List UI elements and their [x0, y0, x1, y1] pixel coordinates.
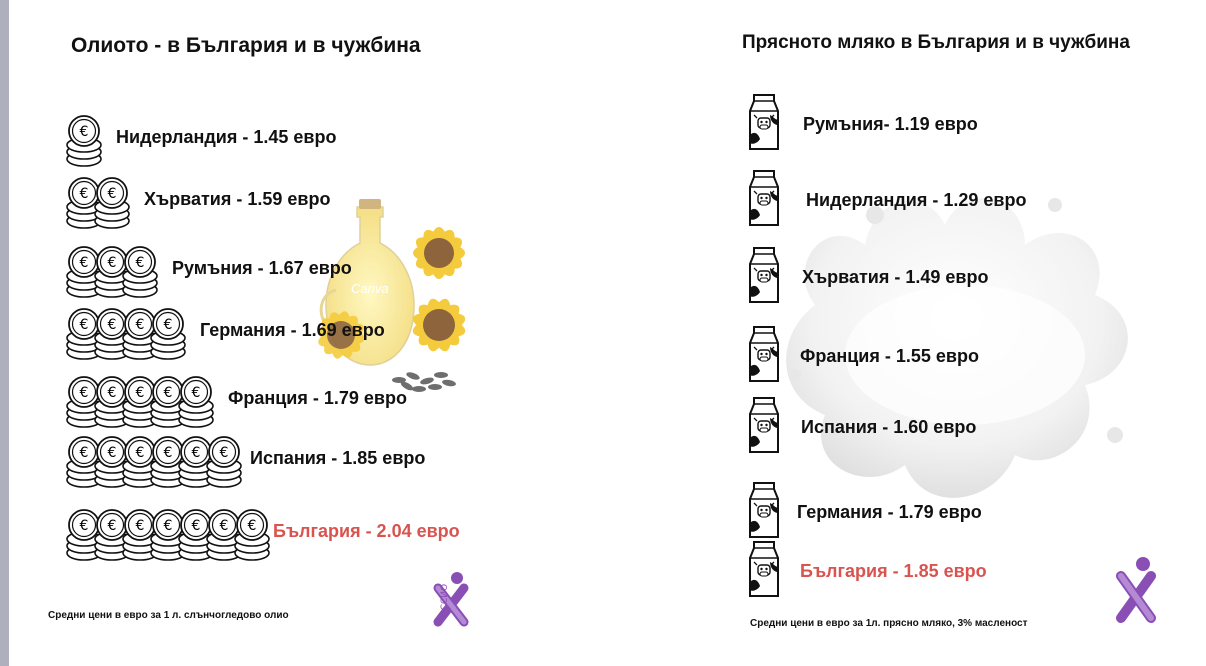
milk-carton-icon	[749, 482, 779, 538]
oil-data-label: Испания - 1.85 евро	[250, 448, 426, 468]
svg-text:€: €	[108, 255, 117, 271]
svg-text:€: €	[192, 518, 201, 534]
euro-coin-icon: €	[94, 376, 130, 428]
svg-text:€: €	[80, 385, 89, 401]
euro-coin-icon: €	[66, 376, 102, 428]
svg-text:€: €	[108, 317, 117, 333]
oil-data-label: Хърватия - 1.59 евро	[144, 189, 331, 209]
milk-data-label: Румъния- 1.19 евро	[803, 114, 978, 134]
svg-text:€: €	[164, 385, 173, 401]
euro-coin-icon: €	[122, 436, 158, 488]
euro-coin-icon: €	[94, 436, 130, 488]
coin-stack-bar: € € €	[66, 246, 158, 298]
coin-stack-bar: € € € € € € €	[66, 509, 270, 561]
euro-coin-icon: €	[122, 308, 158, 360]
euro-coin-icon: €	[94, 509, 130, 561]
svg-text:€: €	[108, 186, 117, 202]
left-edge-bar	[0, 0, 9, 666]
euro-coin-icon: €	[150, 308, 186, 360]
svg-text:€: €	[136, 518, 145, 534]
svg-text:€: €	[248, 518, 257, 534]
svg-text:€: €	[192, 445, 201, 461]
euro-coin-icon: €	[206, 436, 242, 488]
svg-text:€: €	[80, 518, 89, 534]
milk-carton-icon	[749, 247, 779, 303]
euro-coin-icon: €	[94, 246, 130, 298]
milk-panel: Прясното мляко в България и в чужбина Ру…	[605, 0, 1206, 666]
milk-data-label: Нидерландия - 1.29 евро	[806, 190, 1027, 210]
euro-coin-icon: €	[122, 509, 158, 561]
canva-watermark: Canva	[351, 281, 389, 296]
svg-text:€: €	[136, 317, 145, 333]
oil-data-label: Франция - 1.79 евро	[228, 388, 407, 408]
oil-data-label: Германия - 1.69 евро	[200, 320, 385, 340]
svg-text:€: €	[80, 186, 89, 202]
svg-text:€: €	[164, 518, 173, 534]
svg-text:€: €	[136, 445, 145, 461]
milk-data-label: Германия - 1.79 евро	[797, 502, 982, 522]
issio-logo	[1105, 556, 1167, 626]
coin-stack-bar: €	[66, 115, 102, 167]
oil-data-label: България - 2.04 евро	[273, 521, 460, 541]
oil-footnote: Средни цени в евро за 1 л. слънчогледово…	[48, 610, 289, 621]
milk-data-label: Хърватия - 1.49 евро	[802, 267, 989, 287]
oil-chart-title: Олиото - в България и в чужбина	[71, 34, 421, 57]
milk-footnote: Средни цени в евро за 1л. прясно мляко, …	[750, 618, 1028, 629]
coin-stack-bar: € €	[66, 177, 130, 229]
issio-logo: ИССИО	[424, 570, 476, 630]
svg-text:€: €	[192, 385, 201, 401]
svg-text:€: €	[136, 255, 145, 271]
euro-coin-icon: €	[66, 308, 102, 360]
milk-data-label: Франция - 1.55 евро	[800, 346, 979, 366]
svg-text:€: €	[220, 518, 229, 534]
milk-carton-icon	[749, 541, 779, 597]
euro-coin-icon: €	[178, 376, 214, 428]
euro-coin-icon: €	[94, 177, 130, 229]
svg-text:€: €	[108, 518, 117, 534]
euro-coin-icon: €	[178, 436, 214, 488]
svg-text:€: €	[136, 385, 145, 401]
svg-text:€: €	[164, 445, 173, 461]
milk-carton-icon	[749, 326, 779, 382]
euro-coin-icon: €	[66, 246, 102, 298]
euro-coin-icon: €	[234, 509, 270, 561]
euro-coin-icon: €	[122, 376, 158, 428]
svg-text:€: €	[80, 445, 89, 461]
svg-text:€: €	[164, 317, 173, 333]
svg-text:ИССИО: ИССИО	[440, 584, 450, 617]
milk-carton-icon	[749, 94, 779, 150]
svg-text:€: €	[80, 255, 89, 271]
oil-data-label: Нидерландия - 1.45 евро	[116, 127, 337, 147]
svg-text:€: €	[80, 124, 89, 140]
milk-data-label: България - 1.85 евро	[800, 561, 987, 581]
milk-carton-icon	[749, 170, 779, 226]
oil-panel: Олиото - в България и в чужбина Canva	[9, 0, 605, 666]
svg-text:€: €	[108, 385, 117, 401]
coin-stack-bar: € € € € €	[66, 376, 214, 428]
sunflower-oil-illustration: Canva	[317, 199, 466, 392]
coin-stack-bar: € € € €	[66, 308, 186, 360]
euro-coin-icon: €	[66, 115, 102, 167]
oil-data-label: Румъния - 1.67 евро	[172, 258, 352, 278]
euro-coin-icon: €	[66, 509, 102, 561]
euro-coin-icon: €	[150, 436, 186, 488]
euro-coin-icon: €	[206, 509, 242, 561]
milk-chart-title: Прясното мляко в България и в чужбина	[742, 32, 1130, 53]
svg-text:€: €	[108, 445, 117, 461]
svg-text:€: €	[80, 317, 89, 333]
svg-text:€: €	[220, 445, 229, 461]
milk-carton-icon	[749, 397, 779, 453]
milk-data-label: Испания - 1.60 евро	[801, 417, 977, 437]
euro-coin-icon: €	[122, 246, 158, 298]
coin-stack-bar: € € € € € €	[66, 436, 242, 488]
milk-splash-illustration	[786, 198, 1128, 498]
euro-coin-icon: €	[66, 177, 102, 229]
